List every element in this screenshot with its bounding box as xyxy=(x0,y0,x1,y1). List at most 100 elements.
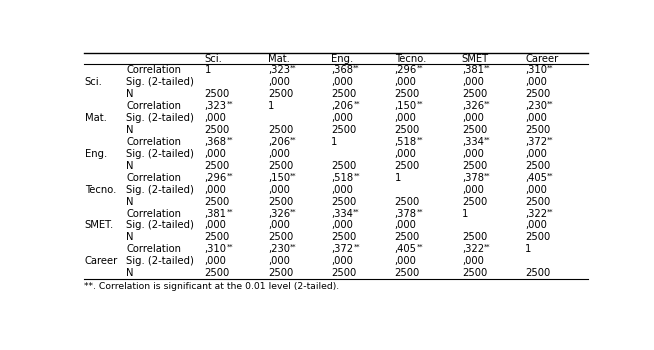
Text: 2500: 2500 xyxy=(525,125,551,135)
Text: ,368: ,368 xyxy=(205,137,226,147)
Text: **: ** xyxy=(484,65,490,71)
Text: Sig. (2-tailed): Sig. (2-tailed) xyxy=(126,185,194,195)
Text: N: N xyxy=(126,232,134,243)
Text: ,000: ,000 xyxy=(395,220,417,230)
Text: 2500: 2500 xyxy=(205,125,230,135)
Text: Eng.: Eng. xyxy=(85,149,107,159)
Text: ,000: ,000 xyxy=(395,256,417,266)
Text: ,334: ,334 xyxy=(462,137,484,147)
Text: 2500: 2500 xyxy=(205,232,230,243)
Text: **: ** xyxy=(547,101,553,107)
Text: Sci.: Sci. xyxy=(85,77,103,87)
Text: **: ** xyxy=(226,244,233,250)
Text: ,405: ,405 xyxy=(525,173,547,183)
Text: ,000: ,000 xyxy=(268,149,290,159)
Text: ,000: ,000 xyxy=(205,256,226,266)
Text: ,310: ,310 xyxy=(525,65,547,75)
Text: ,000: ,000 xyxy=(525,77,547,87)
Text: ,326: ,326 xyxy=(462,101,484,111)
Text: 2500: 2500 xyxy=(462,197,487,206)
Text: ,322: ,322 xyxy=(462,244,484,254)
Text: 2500: 2500 xyxy=(268,89,293,99)
Text: Sci.: Sci. xyxy=(205,54,222,64)
Text: 2500: 2500 xyxy=(332,232,356,243)
Text: Correlation: Correlation xyxy=(126,137,181,147)
Text: 2500: 2500 xyxy=(462,89,487,99)
Text: **: ** xyxy=(353,208,360,215)
Text: **: ** xyxy=(290,244,296,250)
Text: **: ** xyxy=(353,101,360,107)
Text: **: ** xyxy=(290,173,296,179)
Text: ,405: ,405 xyxy=(395,244,417,254)
Text: ,000: ,000 xyxy=(205,149,226,159)
Text: **: ** xyxy=(417,208,423,215)
Text: **: ** xyxy=(290,208,296,215)
Text: **: ** xyxy=(483,137,490,143)
Text: 1: 1 xyxy=(462,209,468,218)
Text: **: ** xyxy=(417,244,423,250)
Text: ,372: ,372 xyxy=(332,244,353,254)
Text: ,381: ,381 xyxy=(205,209,226,218)
Text: ,518: ,518 xyxy=(332,173,353,183)
Text: Mat.: Mat. xyxy=(268,54,290,64)
Text: ,368: ,368 xyxy=(332,65,353,75)
Text: 2500: 2500 xyxy=(395,268,420,278)
Text: 2500: 2500 xyxy=(268,268,293,278)
Text: ,000: ,000 xyxy=(525,149,547,159)
Text: ,000: ,000 xyxy=(462,77,484,87)
Text: **: ** xyxy=(226,101,233,107)
Text: 2500: 2500 xyxy=(268,161,293,171)
Text: **: ** xyxy=(417,65,423,71)
Text: ,334: ,334 xyxy=(332,209,353,218)
Text: Sig. (2-tailed): Sig. (2-tailed) xyxy=(126,256,194,266)
Text: ,322: ,322 xyxy=(525,209,547,218)
Text: ,326: ,326 xyxy=(268,209,290,218)
Text: ,323: ,323 xyxy=(205,101,226,111)
Text: 2500: 2500 xyxy=(332,125,356,135)
Text: ,000: ,000 xyxy=(395,113,417,123)
Text: ,150: ,150 xyxy=(395,101,417,111)
Text: 2500: 2500 xyxy=(268,125,293,135)
Text: 2500: 2500 xyxy=(395,161,420,171)
Text: ,230: ,230 xyxy=(525,101,547,111)
Text: Sig. (2-tailed): Sig. (2-tailed) xyxy=(126,149,194,159)
Text: 2500: 2500 xyxy=(525,89,551,99)
Text: Correlation: Correlation xyxy=(126,65,181,75)
Text: ,206: ,206 xyxy=(332,101,353,111)
Text: **: ** xyxy=(290,65,296,71)
Text: ,378: ,378 xyxy=(462,173,484,183)
Text: Mat.: Mat. xyxy=(85,113,107,123)
Text: 2500: 2500 xyxy=(395,89,420,99)
Text: ,000: ,000 xyxy=(332,185,353,195)
Text: Correlation: Correlation xyxy=(126,101,181,111)
Text: 1: 1 xyxy=(268,101,274,111)
Text: ,518: ,518 xyxy=(395,137,417,147)
Text: **: ** xyxy=(290,137,296,143)
Text: 2500: 2500 xyxy=(268,232,293,243)
Text: Eng.: Eng. xyxy=(332,54,354,64)
Text: ,323: ,323 xyxy=(268,65,290,75)
Text: ,000: ,000 xyxy=(268,256,290,266)
Text: N: N xyxy=(126,89,134,99)
Text: ,000: ,000 xyxy=(332,256,353,266)
Text: ,296: ,296 xyxy=(205,173,227,183)
Text: 2500: 2500 xyxy=(395,125,420,135)
Text: 2500: 2500 xyxy=(462,232,487,243)
Text: 2500: 2500 xyxy=(525,161,551,171)
Text: 2500: 2500 xyxy=(525,197,551,206)
Text: ,000: ,000 xyxy=(332,113,353,123)
Text: **: ** xyxy=(547,137,554,143)
Text: **: ** xyxy=(353,244,360,250)
Text: **: ** xyxy=(484,244,490,250)
Text: Career: Career xyxy=(525,54,559,64)
Text: ,000: ,000 xyxy=(395,77,417,87)
Text: 2500: 2500 xyxy=(332,161,356,171)
Text: ,378: ,378 xyxy=(395,209,417,218)
Text: **: ** xyxy=(353,173,360,179)
Text: SMET: SMET xyxy=(462,54,489,64)
Text: ,000: ,000 xyxy=(205,185,226,195)
Text: ,000: ,000 xyxy=(462,256,484,266)
Text: **: ** xyxy=(547,173,553,179)
Text: 1: 1 xyxy=(205,65,211,75)
Text: **: ** xyxy=(226,208,233,215)
